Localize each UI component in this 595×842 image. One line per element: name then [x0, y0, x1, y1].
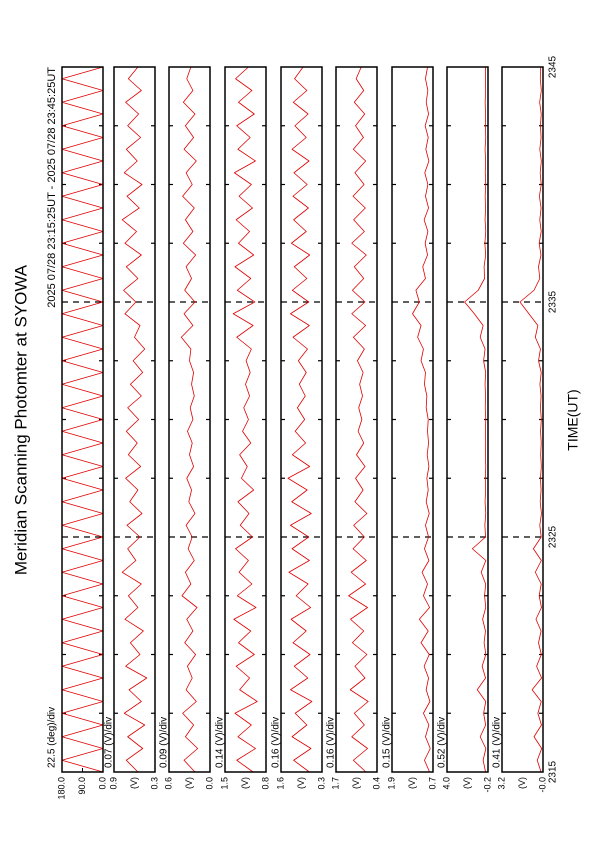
time-range: 2025 07/28 23:15:25UT - 2025 07/28 23:45…	[46, 67, 58, 308]
panel-frame	[501, 66, 544, 773]
y-tick-label: 0.0	[97, 777, 107, 790]
signal-line	[61, 66, 104, 773]
x-axis-label: TIME(UT)	[565, 389, 581, 450]
scale-label: 0.52 (V)/div	[437, 717, 448, 768]
y-tick-label: 0.3	[316, 777, 326, 790]
panel-frame	[446, 66, 489, 773]
panel-frame	[391, 66, 434, 773]
x-tick-label: 2325	[548, 525, 559, 548]
y-tick-label: 4.0	[441, 777, 451, 790]
panel-frame	[113, 66, 156, 773]
y-tick-label: 0.4	[371, 777, 381, 790]
scale-label: 0.15 (V)/div	[382, 717, 393, 768]
y-unit-label: (V)	[462, 777, 472, 789]
x-tick-label: 2345	[548, 55, 559, 78]
panel-frame	[335, 66, 378, 773]
y-tick-label: 1.5	[219, 777, 229, 790]
signal-line	[180, 66, 199, 773]
y-tick-label: 1.6	[275, 777, 285, 790]
y-unit-label: (V)	[407, 777, 417, 789]
scale-label: 0.07 (V)/div	[104, 717, 115, 768]
signal-line	[519, 66, 543, 773]
panel-frame	[168, 66, 211, 773]
y-unit-label: (V)	[517, 777, 527, 789]
y-tick-label: -0.0	[537, 777, 547, 793]
signal-line	[232, 66, 258, 773]
y-unit-label: (V)	[184, 777, 194, 789]
panel-frame	[61, 66, 104, 773]
scale-label: 0.09 (V)/div	[159, 717, 170, 768]
y-tick-label: 0.7	[427, 777, 437, 790]
y-tick-label: 0.8	[260, 777, 270, 790]
panel-frame	[280, 66, 323, 773]
y-unit-label: (V)	[129, 777, 139, 789]
y-tick-label: 3.2	[496, 777, 506, 790]
scale-label: 0.16 (V)/div	[326, 717, 337, 768]
x-tick-label: 2315	[548, 760, 559, 783]
y-tick-label: 0.0	[204, 777, 214, 790]
scale-label: 22.5 (deg)/div	[47, 707, 58, 768]
x-tick-label: 2335	[548, 290, 559, 313]
y-tick-label: 0.3	[149, 777, 159, 790]
chart-title: Meridian Scanning Photomter at SYOWA	[11, 264, 30, 575]
panel-frame	[224, 66, 267, 773]
y-tick-label: 0.9	[108, 777, 118, 790]
y-tick-label: 1.9	[386, 777, 396, 790]
y-unit-label: (V)	[351, 777, 361, 789]
y-tick-label: -0.2	[482, 777, 492, 793]
scale-label: 0.16 (V)/div	[271, 717, 282, 768]
y-tick-label: 1.7	[330, 777, 340, 790]
signal-line	[121, 66, 148, 773]
y-tick-label: 0.6	[163, 777, 173, 790]
scale-label: 0.41 (V)/div	[492, 717, 503, 768]
scale-label: 0.14 (V)/div	[215, 717, 226, 768]
y-tick-label: 180.0	[56, 777, 66, 800]
signal-line	[412, 66, 431, 773]
signal-line	[287, 66, 313, 773]
signal-line	[348, 66, 369, 773]
y-tick-label: 90.0	[77, 777, 87, 795]
signal-line	[464, 66, 487, 773]
rotated-plot: Meridian Scanning Photomter at SYOWA 202…	[11, 55, 580, 799]
y-unit-label: (V)	[296, 777, 306, 789]
y-unit-label: (V)	[240, 777, 250, 789]
